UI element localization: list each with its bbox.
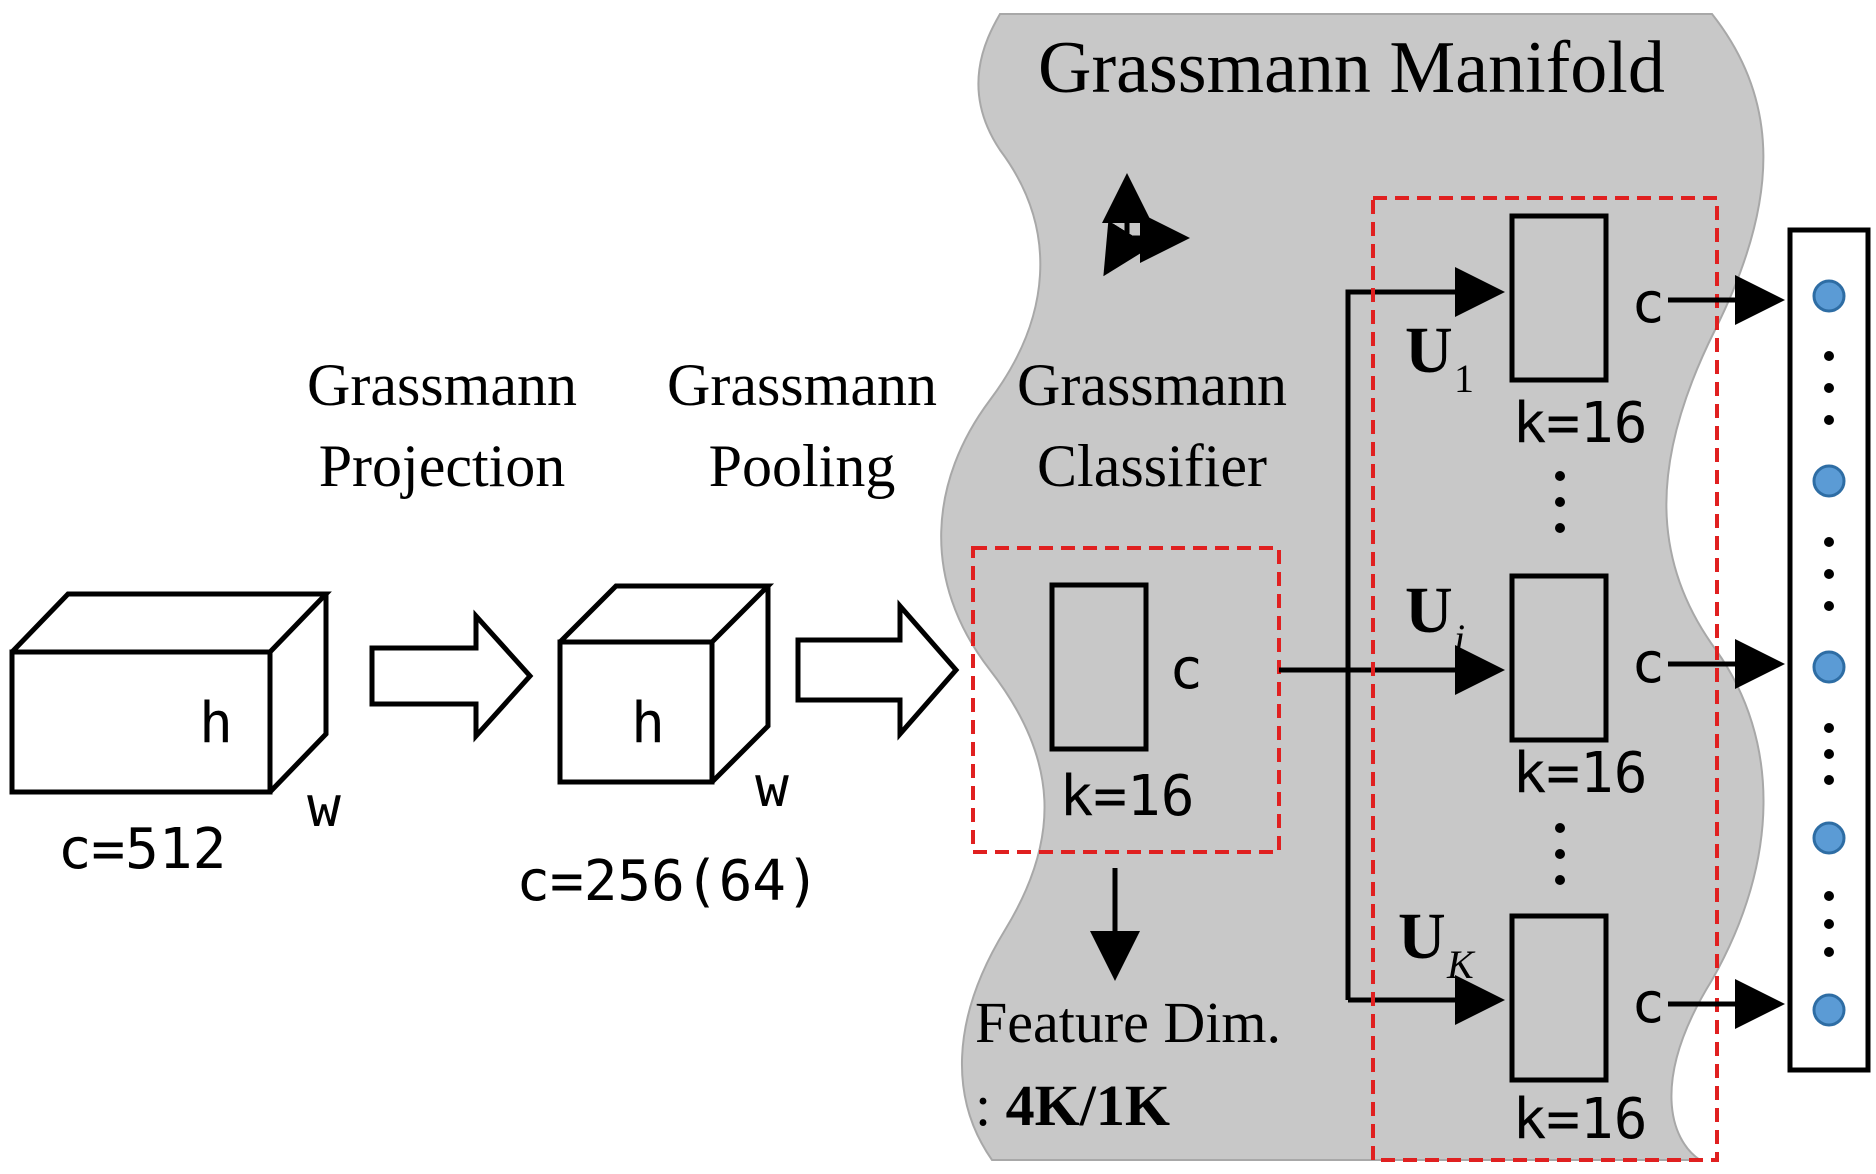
class-subspace-i: U i c k=16	[1405, 573, 1665, 806]
svg-text:c: c	[1631, 271, 1665, 336]
svg-text:Projection: Projection	[319, 433, 566, 499]
svg-text:Grassmann: Grassmann	[307, 352, 577, 418]
stage-label-pooling: Grassmann Pooling	[667, 352, 937, 499]
svg-text:1: 1	[1454, 356, 1474, 401]
output-nodes	[1812, 279, 1846, 1027]
feature-subspace-k-label: k=16	[1060, 764, 1195, 829]
svg-text:Grassmann: Grassmann	[667, 352, 937, 418]
feature-subspace-matrix	[1049, 582, 1149, 752]
pooled-tensor-box	[557, 583, 775, 785]
output-layer-box	[1787, 227, 1871, 1073]
svg-text:k=16: k=16	[1513, 1087, 1648, 1152]
svg-text:Classifier: Classifier	[1037, 433, 1267, 499]
feature-subspace-dim-label: c	[1169, 637, 1203, 702]
feature-dim-label: Feature Dim.	[975, 990, 1281, 1055]
pooled-channel-label: c=256(64)	[516, 849, 819, 914]
svg-text:k=16: k=16	[1513, 391, 1648, 456]
svg-text:U: U	[1398, 900, 1446, 973]
output-node	[1812, 821, 1846, 855]
svg-text:Grassmann: Grassmann	[1017, 352, 1287, 418]
svg-text:c: c	[1631, 631, 1665, 696]
output-arrows	[1668, 275, 1785, 1029]
output-node	[1812, 650, 1846, 684]
stage-label-projection: Grassmann Projection	[307, 352, 577, 499]
manifold-title: Grassmann Manifold	[1038, 27, 1665, 109]
class-subspace-1: U 1 c k=16	[1405, 213, 1665, 456]
stage-label-classifier: Grassmann Classifier	[1017, 352, 1287, 499]
ellipsis-dots	[1555, 471, 1565, 885]
output-node	[1812, 993, 1846, 1027]
class-subspace-k: U K c k=16	[1398, 900, 1665, 1152]
output-node	[1812, 464, 1846, 498]
svg-text:k=16: k=16	[1513, 741, 1648, 806]
svg-text:i: i	[1454, 616, 1465, 661]
pooled-width-label: w	[755, 755, 789, 820]
feature-dim-value: : 4K/1K	[975, 1073, 1170, 1138]
output-ellipsis-dots	[1824, 351, 1834, 957]
svg-text:K: K	[1446, 942, 1476, 987]
svg-text:U: U	[1405, 314, 1453, 387]
input-channel-label: c=512	[58, 817, 227, 882]
svg-text:c: c	[1631, 971, 1665, 1036]
input-tensor-box	[9, 591, 332, 795]
input-height-label: h	[199, 691, 233, 756]
hollow-arrow-icon	[369, 609, 534, 743]
hollow-arrow-icon	[795, 599, 960, 741]
input-width-label: w	[307, 775, 341, 840]
feature-subspace-dashed-box	[971, 546, 1281, 854]
coordinate-axes-icon	[1102, 173, 1190, 277]
class-subspaces-dashed-box	[1371, 196, 1719, 1162]
svg-text:Pooling: Pooling	[709, 433, 896, 499]
svg-text:U: U	[1405, 574, 1453, 647]
output-node	[1812, 279, 1846, 313]
pooled-height-label: h	[631, 691, 665, 756]
